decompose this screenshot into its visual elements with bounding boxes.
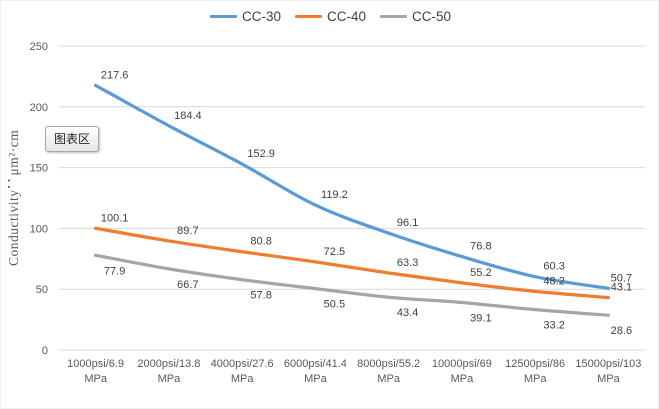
data-label-cc-30: 217.6 [101, 69, 129, 81]
x-tick-label: 4000psi/27.6 MPa [211, 358, 274, 385]
legend-label: CC-50 [412, 9, 452, 24]
data-label-cc-30: 76.8 [470, 241, 491, 253]
y-tick-label: 250 [30, 41, 48, 53]
legend-label: CC-40 [326, 9, 366, 24]
data-label-cc-50: 57.8 [250, 290, 271, 302]
x-tick-label: 6000psi/41.4 MPa [284, 358, 347, 385]
data-label-cc-30: 96.1 [397, 217, 418, 229]
x-tick-label: 12500psi/86 MPa [505, 358, 565, 385]
x-tick-label: 10000psi/69 MPa [432, 358, 492, 385]
data-label-cc-30: 152.9 [247, 148, 275, 160]
data-label-cc-40: 80.8 [250, 236, 271, 248]
data-label-cc-50: 33.2 [543, 320, 564, 332]
data-label-cc-40: 100.1 [101, 212, 129, 224]
x-tick-label: 1000psi/6.9 MPa [67, 358, 124, 385]
y-tick-label: 50 [36, 284, 48, 296]
legend-label: CC-30 [241, 9, 281, 24]
x-tick-label: 8000psi/55.2 MPa [357, 358, 420, 385]
y-tick-label: 0 [42, 345, 48, 357]
data-label-cc-30: 60.3 [543, 261, 564, 273]
chart-area-tooltip: 图表区 [45, 126, 100, 152]
series-line-cc-50[interactable] [94, 253, 610, 317]
y-tick-label: 200 [30, 102, 48, 114]
data-label-cc-50: 50.5 [324, 299, 345, 311]
data-label-cc-40: 43.1 [611, 282, 632, 294]
series-line-cc-40[interactable] [94, 226, 610, 300]
data-label-cc-40: 63.3 [397, 257, 418, 269]
legend-item-cc-30[interactable]: CC-30 [209, 9, 281, 24]
legend-line-swatch [294, 15, 322, 18]
y-tick-label: 100 [30, 223, 48, 235]
series-line-cc-30[interactable] [94, 83, 610, 290]
data-label-cc-50: 43.4 [397, 307, 418, 319]
x-tick-label: 15000psi/103 MPa [575, 358, 641, 385]
data-label-cc-30: 184.4 [174, 110, 202, 122]
data-label-cc-50: 28.6 [611, 325, 632, 337]
data-label-cc-40: 48.2 [543, 275, 564, 287]
data-label-cc-50: 39.1 [470, 312, 491, 324]
data-label-cc-50: 66.7 [177, 279, 198, 291]
data-label-cc-30: 50.7 [611, 272, 632, 284]
y-tick-label: 150 [30, 163, 48, 175]
data-label-cc-40: 55.2 [470, 267, 491, 279]
legend-line-swatch [380, 15, 407, 18]
data-label-cc-30: 119.2 [321, 189, 348, 201]
data-label-cc-50: 77.9 [104, 265, 125, 277]
chart-legend: CC-30 CC-40 CC-50 [1, 9, 658, 24]
data-label-cc-40: 72.5 [324, 246, 345, 258]
data-label-cc-40: 89.7 [177, 225, 198, 237]
legend-item-cc-40[interactable]: CC-40 [294, 9, 366, 24]
x-tick-label: 2000psi/13.8 MPa [137, 358, 200, 385]
legend-line-swatch [209, 15, 237, 18]
legend-item-cc-50[interactable]: CC-50 [380, 9, 451, 24]
